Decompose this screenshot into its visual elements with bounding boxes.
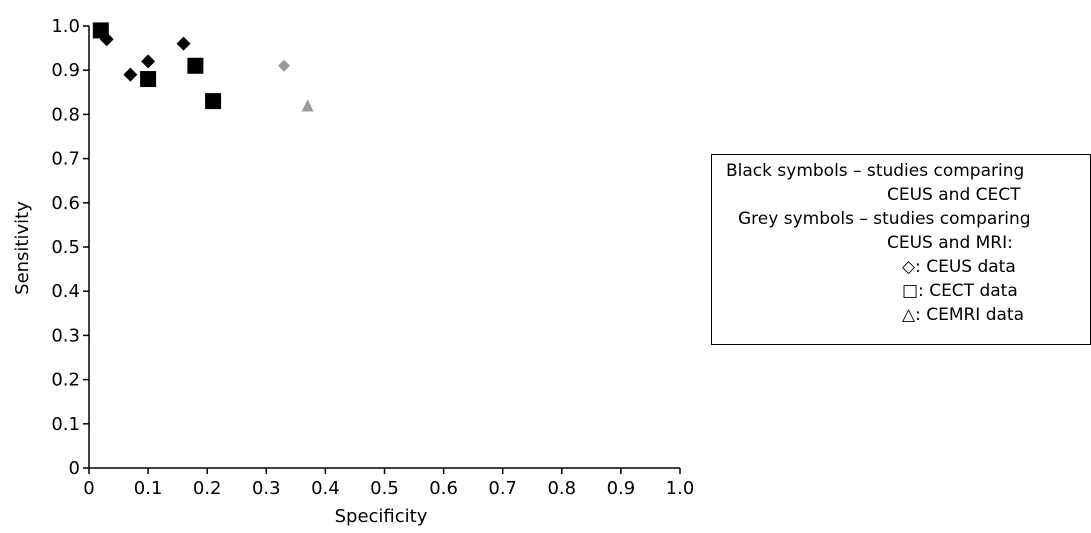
y-tick-label: 0.7 xyxy=(51,149,80,170)
x-tick-label: 0.1 xyxy=(134,478,163,499)
tick-labels: 0 0.1 0.2 0.3 0.4 0.5 0.6 0.7 0.8 0.9 1.0 0 0.1 0.2 0.… xyxy=(51,16,694,499)
y-tick-label: 0.6 xyxy=(51,193,80,214)
data-point-diamond xyxy=(141,54,156,69)
y-tick-label: 0.2 xyxy=(51,370,80,391)
legend-item-cemri: △: CEMRI data xyxy=(902,305,1025,325)
x-tick-label: 1.0 xyxy=(666,478,695,499)
x-tick-label: 0.4 xyxy=(311,478,340,499)
legend-item-cect: □: CECT data xyxy=(902,281,1018,301)
x-axis-title: Specificity xyxy=(335,506,428,527)
data-point-diamond xyxy=(176,36,191,51)
y-tick-label: 0 xyxy=(69,458,80,479)
data-point-triangle xyxy=(301,99,314,112)
y-tick-label: 1.0 xyxy=(51,16,80,37)
legend-item-ceus: ◇: CEUS data xyxy=(902,257,1016,277)
y-axis-title: Sensitivity xyxy=(12,201,33,295)
y-tick-label: 0.1 xyxy=(51,414,80,435)
legend-grey-label: Grey symbols – studies comparing xyxy=(738,209,1031,229)
x-tick-label: 0.5 xyxy=(370,478,399,499)
x-tick-label: 0.2 xyxy=(193,478,222,499)
y-tick-label: 0.3 xyxy=(51,325,80,346)
legend-grey-sub: CEUS and MRI: xyxy=(887,233,1013,253)
scatter-chart: 0 0.1 0.2 0.3 0.4 0.5 0.6 0.7 0.8 0.9 1.0 0 0.1 0.2 0.… xyxy=(12,16,694,527)
chart-axes xyxy=(83,25,681,474)
y-tick-label: 0.8 xyxy=(51,104,80,125)
data-point-diamond xyxy=(123,67,138,82)
legend-black-sub: CEUS and CECT xyxy=(887,185,1021,205)
x-tick-label: 0.9 xyxy=(607,478,636,499)
legend-black-label: Black symbols – studies comparing xyxy=(726,161,1025,181)
x-tick-label: 0 xyxy=(83,478,94,499)
x-tick-label: 0.8 xyxy=(547,478,576,499)
data-point-square xyxy=(187,57,204,74)
data-point-diamond xyxy=(278,59,291,72)
y-tick-label: 0.4 xyxy=(51,281,80,302)
data-point-square xyxy=(92,22,109,39)
legend-box: Black symbols – studies comparing CEUS a… xyxy=(711,154,1091,345)
data-point-square xyxy=(205,93,222,110)
x-tick-label: 0.3 xyxy=(252,478,281,499)
x-tick-label: 0.7 xyxy=(488,478,517,499)
y-tick-label: 0.5 xyxy=(51,237,80,258)
data-points xyxy=(92,22,314,112)
y-tick-label: 0.9 xyxy=(51,60,80,81)
x-tick-label: 0.6 xyxy=(429,478,458,499)
data-point-square xyxy=(140,71,157,88)
